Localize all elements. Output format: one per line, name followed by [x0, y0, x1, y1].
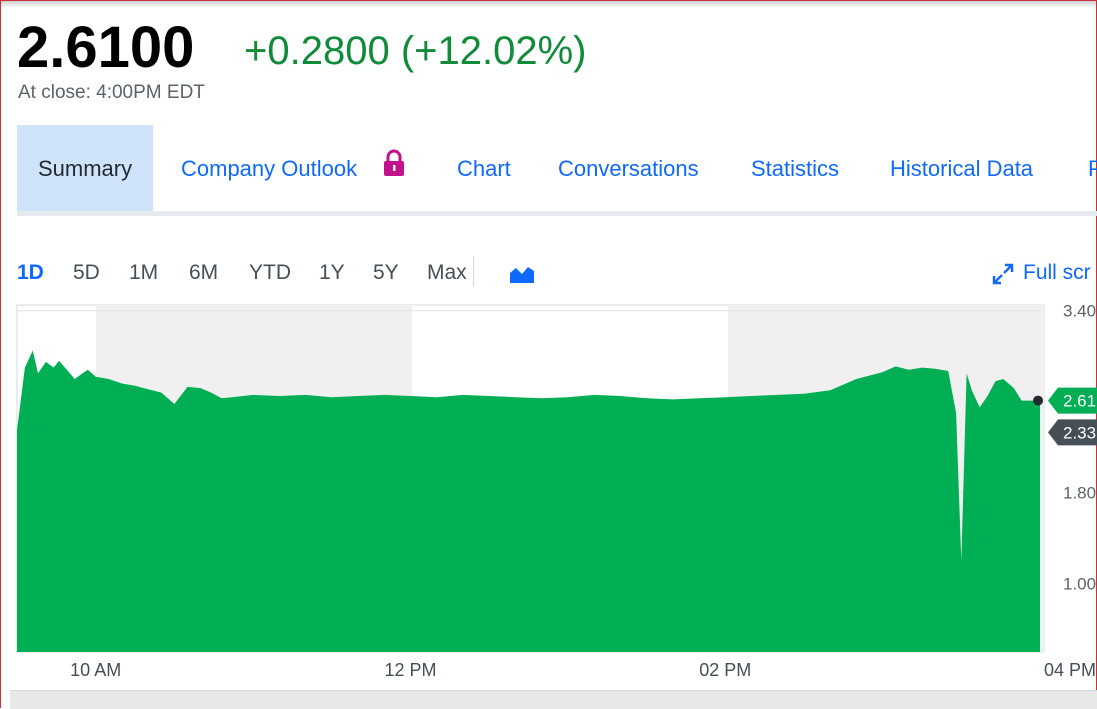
- tab-summary[interactable]: Summary: [17, 125, 154, 216]
- window-left-edge: [0, 0, 1, 708]
- tab-profile-truncated[interactable]: P: [1088, 125, 1097, 216]
- range-1m[interactable]: 1M: [129, 261, 159, 284]
- tab-company-outlook-label: Company Outlook: [181, 156, 358, 181]
- price-flag-shape: [1048, 419, 1097, 446]
- price-flag-shape: [1048, 387, 1097, 414]
- price-flags: 2.61 2.33: [1033, 387, 1097, 446]
- x-axis-ticks: 10 AM 12 PM 02 PM 04 PM: [70, 660, 1096, 680]
- range-max[interactable]: Max: [427, 261, 467, 284]
- tab-historical-data[interactable]: Historical Data: [890, 125, 1033, 216]
- y-axis-ticks: 3.40 1.80 1.00: [1063, 302, 1096, 594]
- y-tick-label: 3.40: [1063, 302, 1096, 321]
- price-area: [17, 350, 1040, 652]
- last-price-dot: [1033, 395, 1043, 406]
- tab-chart[interactable]: Chart: [457, 125, 511, 216]
- range-1d[interactable]: 1D: [17, 261, 44, 284]
- area-chart-icon[interactable]: [509, 264, 535, 284]
- price-flag-label: 2.61: [1063, 392, 1096, 411]
- range-divider: [473, 256, 474, 286]
- quote-change: +0.2800 (+12.02%): [244, 29, 587, 73]
- range-1y[interactable]: 1Y: [319, 261, 345, 284]
- tab-historical-data-label: Historical Data: [890, 156, 1034, 181]
- range-5y[interactable]: 5Y: [373, 261, 399, 284]
- tab-summary-label: Summary: [38, 156, 133, 181]
- tab-conversations-label: Conversations: [558, 156, 699, 181]
- x-tick-label: 04 PM: [1044, 660, 1096, 680]
- fullscreen-button[interactable]: Full scr: [1023, 261, 1091, 284]
- tab-statistics[interactable]: Statistics: [751, 125, 839, 216]
- x-tick-label: 10 AM: [70, 660, 121, 680]
- y-tick-label: 1.00: [1063, 575, 1096, 594]
- tab-profile-label: P: [1088, 156, 1097, 181]
- expand-arrows-icon[interactable]: [992, 263, 1014, 285]
- horizontal-scrollbar[interactable]: [10, 690, 1097, 709]
- tab-statistics-label: Statistics: [751, 156, 840, 181]
- quote-nav-tabs: Summary Company Outlook Chart Conversati…: [17, 125, 1097, 216]
- y-tick-label: 1.80: [1063, 484, 1096, 503]
- price-flag-label: 2.33: [1063, 423, 1096, 442]
- range-6m[interactable]: 6M: [189, 261, 219, 284]
- tabs-divider: [17, 211, 1097, 216]
- price-chart[interactable]: 3.401.801.00 10 AM 12 PM 02 PM 04 PM 2.612.…: [0, 300, 1097, 690]
- range-ytd[interactable]: YTD: [249, 261, 291, 284]
- tab-chart-label: Chart: [457, 156, 511, 181]
- window-top-edge: [0, 0, 1097, 8]
- range-5d[interactable]: 5D: [73, 261, 100, 284]
- quote-price: 2.6100: [17, 15, 195, 80]
- price-flag: 2.33: [1048, 419, 1097, 446]
- market-status: At close: 4:00PM EDT: [18, 82, 205, 103]
- x-tick-label: 12 PM: [384, 660, 436, 680]
- tab-company-outlook[interactable]: Company Outlook: [181, 125, 357, 216]
- x-tick-label: 02 PM: [699, 660, 751, 680]
- tab-conversations[interactable]: Conversations: [558, 125, 699, 216]
- price-flag: 2.61: [1048, 387, 1097, 414]
- lock-icon: [384, 149, 404, 176]
